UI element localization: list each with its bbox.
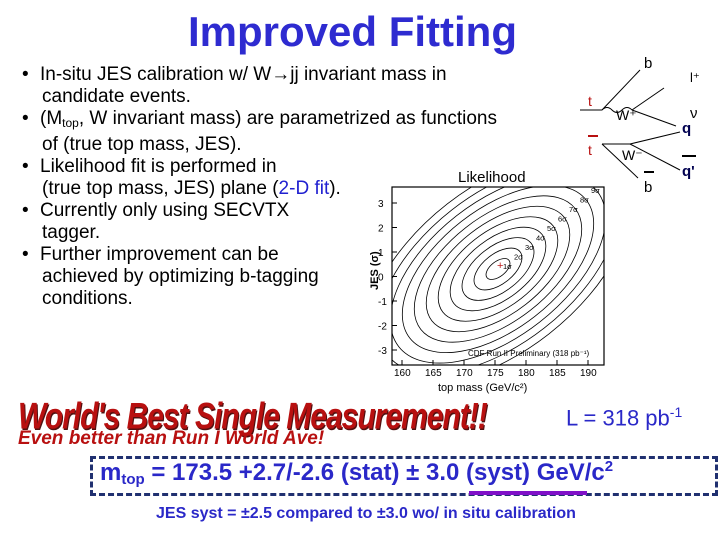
- plot-watermark: CDF Run II Preliminary (318 pb⁻¹): [468, 349, 589, 358]
- y-tick-label: -3: [378, 346, 387, 357]
- bullet-text: Likelihood fit is performed in: [40, 156, 277, 177]
- sigma-label: 6σ: [558, 215, 567, 224]
- x-tick-label: 175: [487, 368, 504, 379]
- sigma-label: 1σ: [503, 262, 512, 271]
- syst-underline: [469, 491, 587, 495]
- plot-xlabel: top mass (GeV/c²): [438, 382, 527, 394]
- w-plus-line: [601, 107, 633, 113]
- sigma-label: 3σ: [525, 243, 534, 252]
- ttbar-feynman-diagram: b l⁺ t W⁺ ν q t W⁻ q' b: [580, 55, 700, 196]
- contour-ellipse: [485, 258, 511, 280]
- even-better-note: Even better than Run I World Ave!: [18, 428, 325, 449]
- likelihood-contour-plot: Likelihood 3 2 1 0 -1 -2 -3 160 165 170 175 180 185…: [369, 169, 605, 394]
- y-tick-label: -2: [378, 322, 387, 333]
- luminosity-label: L = 318 pb-1: [566, 404, 682, 431]
- x-tick-label: 190: [580, 368, 597, 379]
- contour-ellipse: [449, 226, 547, 312]
- contour-ellipse: [392, 187, 604, 365]
- t-bar-label: t: [588, 142, 592, 158]
- best-fit-marker: +: [497, 260, 503, 272]
- contour-ellipse: [461, 237, 535, 301]
- jes-syst-note: JES syst = ±2.5 compared to ±3.0 wo/ in …: [156, 505, 576, 522]
- bullet-item: Further improvement can be achieved by o…: [22, 244, 542, 310]
- q-prime-label: q': [682, 163, 695, 180]
- luminosity-text: L = 318 pb: [566, 405, 670, 431]
- contour-ellipse: [473, 247, 523, 291]
- y-tick-label: 0: [378, 273, 384, 284]
- bullet-item: Likelihood fit is performed in (true top…: [22, 156, 542, 200]
- result-symbol: m: [100, 459, 122, 486]
- y-tick-group: 3 2 1 0 -1 -2 -3: [378, 199, 397, 357]
- bullet-text: (M: [40, 108, 63, 129]
- x-tick-label: 165: [425, 368, 442, 379]
- bullet-text: Further improvement can be: [40, 244, 279, 265]
- result-text: = 173.5 +2.7/-2.6 (stat) ± 3.0 (syst) Ge…: [144, 459, 605, 486]
- sigma-label: 5σ: [547, 224, 556, 233]
- result-box: [90, 456, 718, 496]
- bullet-text: tagger.: [42, 222, 101, 243]
- quark-prime-line: [629, 143, 681, 171]
- x-tick-label: 170: [456, 368, 473, 379]
- contour-ellipse: [437, 216, 559, 322]
- neutrino-line: [631, 109, 677, 127]
- lepton-line: [631, 87, 665, 111]
- contour-ellipse: [425, 205, 571, 333]
- lepton-label: l⁺: [690, 70, 700, 85]
- luminosity-exponent: -1: [669, 404, 683, 420]
- x-tick-label: 160: [394, 368, 411, 379]
- contour-ellipse: [392, 187, 604, 364]
- plot-ylabel: JES (σ): [369, 251, 381, 290]
- bullet-text: ).: [329, 178, 341, 199]
- contour-ellipse: [401, 187, 595, 354]
- bullet-text: candidate events.: [42, 86, 191, 107]
- w-minus-label: W⁻: [622, 147, 643, 163]
- b-bar-line: [601, 143, 639, 179]
- b-line: [601, 69, 641, 111]
- sigma-label: 7σ: [569, 205, 578, 214]
- page-title: Improved Fitting: [188, 8, 517, 55]
- bullet-text: achieved by optimizing b-tagging: [42, 266, 319, 287]
- worlds-best-banner: World's Best Single Measurement!!: [18, 396, 488, 438]
- bullet-item: (Mtop, W invariant mass) are parametrize…: [22, 108, 542, 156]
- x-tick-label: 180: [518, 368, 535, 379]
- contour-ellipse: [413, 195, 583, 343]
- subscript: top: [62, 116, 79, 130]
- bullet-item: In-situ JES calibration w/ W→jj invarian…: [22, 64, 542, 108]
- t-label: t: [588, 93, 592, 109]
- result-subscript: top: [121, 471, 145, 488]
- y-tick-label: 3: [378, 199, 384, 210]
- contour-ellipse: [392, 187, 604, 365]
- bullet-list: In-situ JES calibration w/ W→jj invarian…: [22, 64, 542, 310]
- bullet-text: of (true top mass, JES).: [42, 134, 242, 155]
- y-tick-label: -1: [378, 297, 387, 308]
- bullet-item: Currently only using SECVTX tagger.: [22, 200, 542, 244]
- sigma-label: 2σ: [514, 253, 523, 262]
- plot-title: Likelihood: [458, 169, 526, 186]
- q-label: q: [682, 120, 691, 137]
- sigma-label: 8σ: [580, 196, 589, 205]
- bullet-text: (true top mass, JES) plane (: [42, 178, 279, 199]
- contour-group: [392, 187, 604, 365]
- result-superscript: 2: [604, 458, 614, 475]
- nu-label: ν: [690, 105, 698, 122]
- highlight-text: 2-D fit: [278, 178, 330, 199]
- bullet-text: , W invariant mass) are parametrized as …: [78, 108, 498, 129]
- x-tick-label: 185: [549, 368, 566, 379]
- y-tick-label: 2: [378, 224, 384, 235]
- sigma-label: 9σ: [591, 186, 600, 195]
- bullet-text: Currently only using SECVTX: [40, 200, 290, 221]
- b-label: b: [644, 55, 652, 72]
- bullet-text: In-situ JES calibration w/ W→jj invarian…: [40, 64, 447, 85]
- w-plus-label: W⁺: [616, 107, 637, 123]
- quark-line: [629, 131, 681, 145]
- sigma-label: 4σ: [536, 234, 545, 243]
- top-mass-result: mtop = 173.5 +2.7/-2.6 (stat) ± 3.0 (sys…: [100, 458, 613, 488]
- y-tick-label: 1: [378, 248, 384, 259]
- b-bar-label: b: [644, 179, 652, 196]
- bullet-text: conditions.: [42, 288, 133, 309]
- x-tick-group: 160 165 170 175 180 185 190: [394, 360, 597, 379]
